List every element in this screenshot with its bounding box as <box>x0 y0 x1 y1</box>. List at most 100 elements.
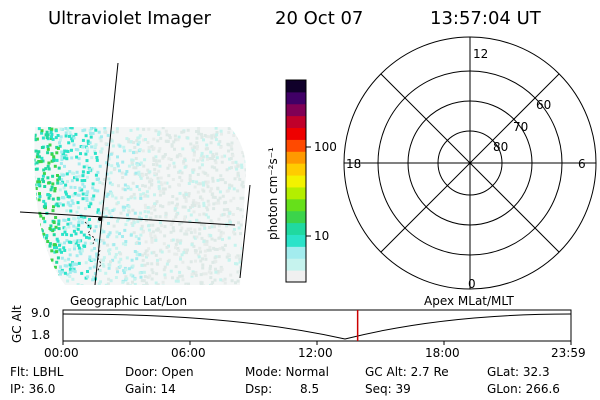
emission-pixel <box>137 215 141 219</box>
emission-pixel <box>213 285 216 288</box>
emission-pixel <box>245 277 246 281</box>
emission-pixel <box>216 187 220 191</box>
gc-altitude-status: GC Alt: 2.7 Re <box>365 365 449 379</box>
emission-pixel <box>55 277 59 281</box>
emission-pixel <box>118 169 121 173</box>
emission-pixel <box>174 246 177 250</box>
emission-pixel <box>215 156 219 160</box>
emission-pixel <box>127 138 131 142</box>
mlt-label-dawn: 6 <box>578 157 586 171</box>
emission-pixel <box>243 199 246 203</box>
emission-pixel <box>194 201 198 205</box>
emission-pixel <box>191 201 195 205</box>
emission-pixel <box>66 201 70 205</box>
emission-pixel <box>135 185 139 189</box>
emission-pixel <box>126 185 130 188</box>
emission-pixel <box>77 162 81 166</box>
emission-pixel <box>93 188 97 192</box>
emission-pixel <box>199 250 202 254</box>
emission-pixel <box>143 210 147 214</box>
emission-pixel <box>41 275 45 279</box>
emission-pixel <box>158 221 162 225</box>
emission-pixel <box>68 134 71 138</box>
emission-pixel <box>196 190 200 194</box>
emission-pixel <box>147 247 151 251</box>
emission-pixel <box>69 233 73 237</box>
emission-pixel <box>63 249 67 252</box>
emission-pixel <box>117 260 121 264</box>
emission-pixel <box>187 267 191 270</box>
sequence-status: Seq: 39 <box>365 382 411 396</box>
emission-pixel <box>147 224 150 228</box>
emission-pixel <box>50 249 54 253</box>
emission-pixel <box>201 155 205 159</box>
emission-pixel <box>46 164 50 168</box>
emission-pixel <box>65 157 69 161</box>
emission-pixel <box>48 194 52 197</box>
emission-pixel <box>73 192 77 195</box>
emission-pixel <box>150 262 154 266</box>
emission-pixel <box>62 246 66 250</box>
emission-pixel <box>184 229 188 233</box>
emission-pixel <box>236 164 240 168</box>
emission-pixel <box>191 180 195 183</box>
emission-pixel <box>136 163 139 167</box>
emission-pixel <box>34 192 37 196</box>
emission-pixel <box>203 226 207 230</box>
emission-pixel <box>238 269 242 273</box>
emission-pixel <box>40 131 44 135</box>
emission-pixel <box>153 193 156 197</box>
emission-pixel <box>221 231 225 235</box>
emission-pixel <box>41 174 45 178</box>
emission-pixel <box>226 214 230 218</box>
emission-pixel <box>209 150 213 154</box>
emission-pixel <box>121 242 125 246</box>
emission-pixel <box>129 233 133 237</box>
emission-pixel <box>206 173 210 177</box>
emission-pixel <box>234 160 238 164</box>
emission-pixel <box>93 145 97 149</box>
emission-pixel <box>108 248 112 252</box>
emission-pixel <box>55 145 59 149</box>
emission-pixel <box>201 170 205 174</box>
emission-pixel <box>82 144 86 148</box>
emission-pixel <box>42 205 46 209</box>
emission-pixel <box>169 269 173 273</box>
emission-pixel <box>94 262 98 266</box>
emission-pixel <box>135 251 139 254</box>
emission-pixel <box>93 229 96 233</box>
emission-pixel <box>245 127 246 131</box>
emission-pixel <box>71 269 75 273</box>
emission-pixel <box>101 238 105 242</box>
emission-pixel <box>62 226 66 230</box>
emission-pixel <box>148 170 152 174</box>
emission-pixel <box>143 184 147 188</box>
emission-pixel <box>134 235 138 239</box>
emission-pixel <box>233 131 237 135</box>
emission-pixel <box>143 203 147 207</box>
emission-pixel <box>89 132 92 135</box>
emission-pixel <box>206 208 210 212</box>
emission-pixel <box>219 269 223 273</box>
emission-pixel <box>226 252 230 256</box>
emission-pixel <box>83 179 87 182</box>
emission-pixel <box>248 161 251 164</box>
emission-pixel <box>158 147 162 151</box>
colorbar-cell <box>286 210 306 224</box>
emission-pixel <box>76 201 80 205</box>
emission-pixel <box>243 280 246 284</box>
emission-pixel <box>143 275 147 279</box>
emission-pixel <box>205 147 209 151</box>
emission-pixel <box>202 240 206 244</box>
emission-pixel <box>50 127 54 131</box>
emission-pixel <box>124 172 128 176</box>
emission-pixel <box>195 147 199 151</box>
emission-pixel <box>207 203 211 207</box>
emission-pixel <box>48 242 52 246</box>
emission-pixel <box>174 265 178 269</box>
emission-pixel <box>114 196 118 200</box>
emission-pixel <box>51 174 55 178</box>
coastline-outline <box>84 221 96 245</box>
emission-pixel <box>229 199 233 203</box>
emission-pixel <box>150 240 154 244</box>
